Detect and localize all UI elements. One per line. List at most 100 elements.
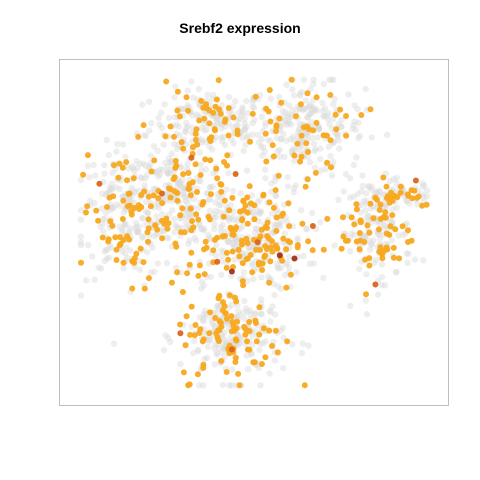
background-cell-point (101, 257, 108, 265)
background-cell-point (213, 309, 220, 316)
expression-point (189, 218, 195, 225)
background-cell-point (335, 137, 342, 144)
background-cell-point (145, 98, 153, 105)
background-cell-point (266, 370, 273, 377)
expression-point (337, 106, 344, 113)
background-cell-point (404, 259, 411, 267)
background-cell-point (234, 217, 241, 225)
expression-point (246, 183, 253, 190)
background-cell-point (310, 80, 317, 88)
background-cell-point (310, 76, 317, 84)
expression-point (327, 92, 334, 98)
background-cell-point (309, 104, 317, 111)
expression-point (244, 338, 250, 345)
expression-point (239, 260, 246, 267)
background-cell-point (119, 141, 127, 148)
background-cell-point (376, 231, 383, 238)
expression-point (193, 126, 200, 133)
expression-point (84, 203, 91, 210)
expression-point (257, 247, 263, 253)
background-cell-point (183, 213, 191, 221)
expression-point (196, 117, 203, 124)
expression-point (297, 101, 304, 108)
background-cell-point (281, 272, 289, 279)
expression-point (172, 157, 179, 164)
background-cell-point (299, 340, 306, 347)
background-cell-point (119, 228, 126, 235)
expression-point (285, 200, 292, 207)
background-cell-point (252, 225, 259, 232)
background-cell-point (345, 91, 352, 98)
expression-point (145, 238, 151, 245)
background-cell-point (77, 216, 85, 223)
background-cell-point (143, 198, 150, 205)
background-cell-point (195, 221, 203, 228)
expression-point (110, 193, 117, 200)
background-cell-point (143, 171, 151, 179)
expression-point (200, 364, 207, 371)
background-cell-point (175, 179, 182, 187)
background-cell-point (258, 296, 265, 303)
background-cell-point (103, 189, 111, 197)
background-cell-point (347, 302, 354, 309)
background-cell-point (241, 124, 249, 132)
background-cell-point (320, 113, 328, 120)
expression-point (105, 238, 112, 245)
background-cell-point (374, 291, 382, 298)
expression-point (382, 209, 389, 216)
background-cell-point (89, 253, 96, 260)
background-cell-point (218, 134, 225, 141)
background-cell-point (182, 212, 190, 219)
background-cell-point (180, 184, 187, 191)
expression-point (233, 337, 240, 344)
background-cell-point (132, 224, 139, 232)
background-cell-point (303, 226, 310, 233)
background-cell-point (184, 199, 191, 207)
background-cell-point (254, 131, 262, 139)
expression-point (228, 328, 235, 335)
expression-point (187, 331, 193, 338)
background-cell-point (203, 126, 210, 133)
expression-point (197, 172, 204, 179)
background-cell-point (184, 87, 191, 94)
expression-point (186, 181, 193, 188)
expression-point (222, 116, 229, 123)
expression-point (223, 315, 230, 322)
background-cell-point (213, 252, 220, 259)
background-cell-point (388, 237, 396, 244)
background-cell-point (224, 238, 232, 246)
background-cell-point (230, 216, 237, 224)
background-cell-point (235, 312, 242, 319)
background-cell-point (257, 310, 265, 317)
background-cell-point (206, 196, 214, 203)
background-cell-point (219, 349, 226, 356)
background-cell-point (336, 145, 343, 152)
expression-point (178, 229, 184, 236)
background-cell-point (213, 134, 220, 141)
background-cell-point (378, 274, 385, 281)
background-cell-point (186, 237, 193, 244)
expression-point (356, 246, 363, 253)
background-cell-point (290, 92, 298, 99)
background-cell-point (218, 125, 225, 132)
expression-point (267, 258, 274, 265)
background-cell-point (122, 153, 129, 160)
background-cell-point (219, 221, 226, 228)
expression-point (218, 358, 225, 364)
background-cell-point (372, 188, 380, 195)
background-cell-point (155, 173, 162, 180)
background-cell-point (346, 175, 354, 182)
expression-point (240, 282, 247, 289)
background-cell-point (241, 120, 248, 127)
background-cell-point (278, 285, 285, 293)
background-cell-point (255, 139, 263, 146)
expression-point (364, 222, 371, 229)
background-cell-point (177, 361, 184, 368)
expression-point (301, 382, 308, 389)
expression-point (297, 158, 304, 165)
expression-point (338, 245, 345, 252)
background-cell-point (306, 103, 313, 110)
background-cell-point (275, 221, 282, 229)
background-cell-point (376, 187, 383, 195)
expression-point (367, 106, 374, 113)
